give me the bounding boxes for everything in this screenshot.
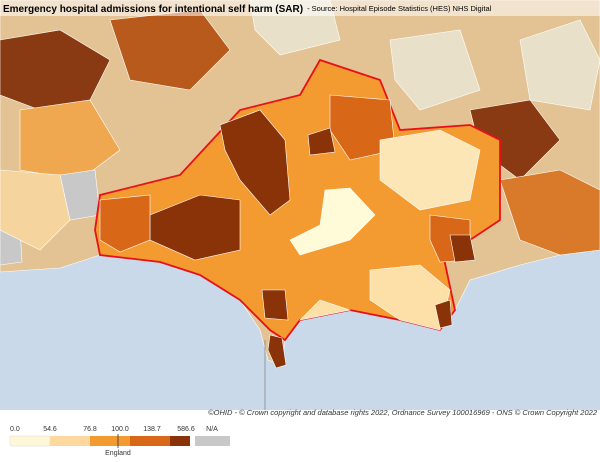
legend-label: 76.8: [83, 426, 97, 433]
legend-swatch: [90, 436, 130, 446]
map: [0, 0, 600, 410]
legend-label: 0.0: [10, 426, 20, 433]
area: [99, 194, 151, 253]
area: [307, 127, 336, 156]
area: [434, 299, 453, 329]
legend-comparator: England: [105, 450, 131, 457]
area: [261, 289, 289, 321]
area: [267, 334, 287, 369]
area: [499, 169, 600, 256]
area: [519, 19, 600, 111]
area: [389, 29, 481, 111]
legend-label: 54.6: [43, 426, 57, 433]
area: [329, 94, 396, 161]
source-text: - Source: Hospital Episode Statistics (H…: [307, 4, 492, 13]
area: [369, 264, 451, 331]
title-backdrop: [0, 0, 600, 16]
area: [379, 129, 481, 211]
attribution: ©OHID - © Crown copyright and database r…: [208, 408, 598, 417]
legend-swatch: [130, 436, 170, 446]
area: [289, 187, 376, 256]
legend-label: N/A: [206, 426, 218, 433]
title-text: Emergency hospital admissions for intent…: [3, 4, 303, 15]
legend-label: 100.0: [111, 426, 129, 433]
area: [219, 109, 291, 216]
area: [0, 169, 71, 251]
legend-label: 138.7: [143, 426, 161, 433]
legend-swatch: [50, 436, 90, 446]
legend-label: 586.6: [177, 426, 195, 433]
legend-swatch: [170, 436, 190, 446]
legend-swatch: [9, 435, 51, 447]
title: Emergency hospital admissions for intent…: [3, 4, 492, 15]
area: [19, 99, 121, 181]
area: [299, 299, 352, 321]
legend-swatch: [195, 436, 230, 446]
legend: 0.0 54.6 76.8 100.0 138.7 586.6 N/A Engl…: [9, 426, 230, 457]
area: [449, 234, 476, 263]
